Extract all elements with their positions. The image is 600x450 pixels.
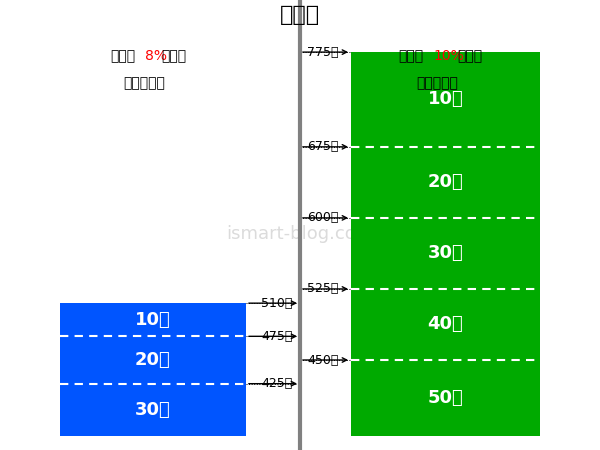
Bar [351,289,540,360]
Text: 510万: 510万 [262,297,293,310]
Text: 775万: 775万 [307,45,338,58]
Text: 525万: 525万 [307,283,338,296]
Text: の場合: の場合 [457,49,482,63]
Text: 消費税: 消費税 [110,49,135,63]
Text: ismart-blog.com: ismart-blog.com [226,225,374,243]
Text: 10%: 10% [434,49,464,63]
Text: の場合: の場合 [161,49,186,63]
Text: 450万: 450万 [307,354,338,366]
Text: の給付金額: の給付金額 [416,76,458,90]
Bar [351,360,540,436]
Text: 10万: 10万 [428,90,463,108]
Text: 50万: 50万 [428,389,463,407]
Text: 20万: 20万 [135,351,171,369]
Text: 675万: 675万 [307,140,338,153]
Bar [351,218,540,289]
Bar [60,303,246,336]
Bar [60,336,246,384]
Bar [351,52,540,147]
Bar [351,147,540,218]
Text: 10万: 10万 [135,311,171,329]
Text: 475万: 475万 [262,330,293,343]
Text: 20万: 20万 [428,173,463,191]
Text: 消費税: 消費税 [398,49,424,63]
Text: 425万: 425万 [262,377,293,390]
Bar [60,384,246,436]
Text: 40万: 40万 [428,315,463,333]
Text: 収入額: 収入額 [280,5,320,25]
Text: 30万: 30万 [135,401,171,419]
Text: 8%: 8% [145,49,167,63]
Text: 600万: 600万 [307,212,338,225]
Text: 30万: 30万 [428,244,463,262]
Text: の給付金額: の給付金額 [124,76,166,90]
